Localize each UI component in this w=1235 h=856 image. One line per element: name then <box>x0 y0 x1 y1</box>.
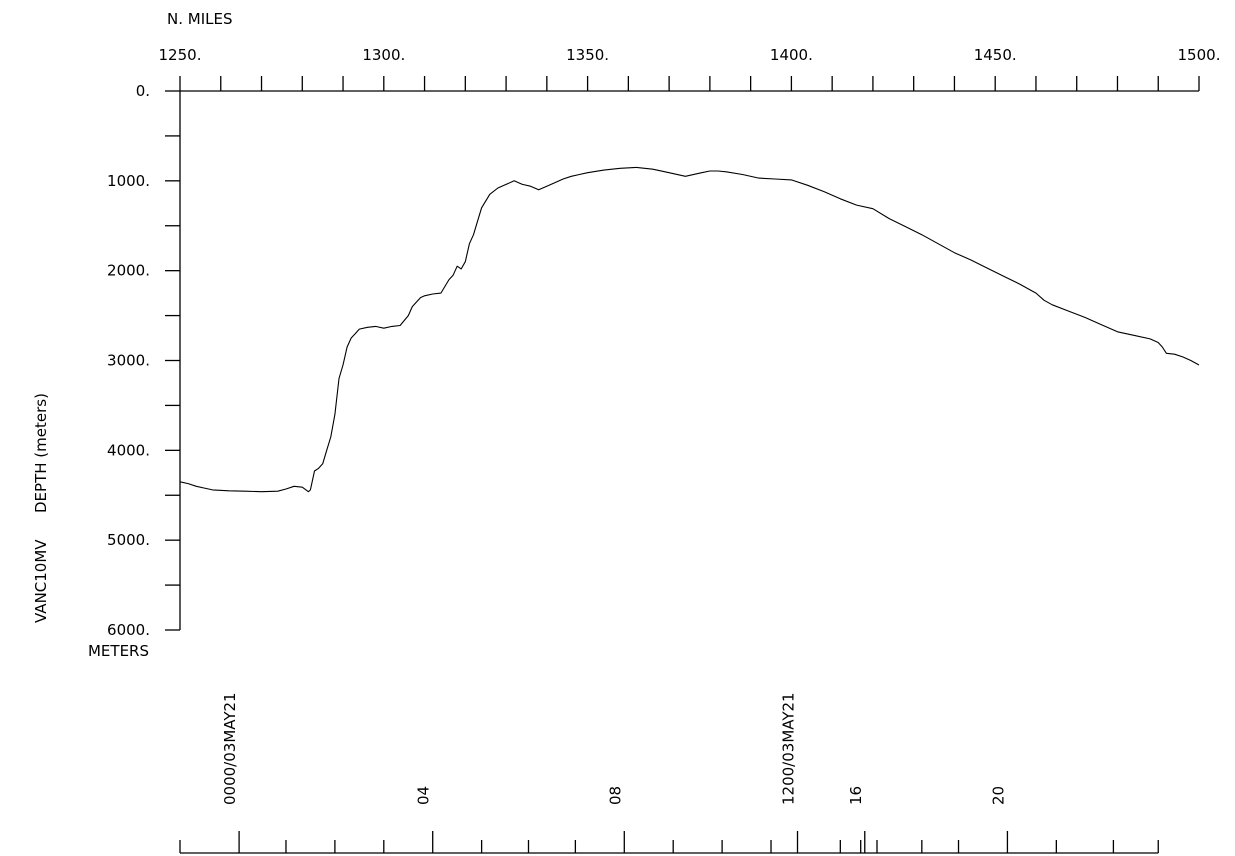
top-axis-tick-label: 1500. <box>1178 46 1221 64</box>
left-axis-tick-label: 0. <box>136 82 150 100</box>
time-axis-label: 20 <box>989 786 1007 805</box>
left-axis-tick-label: 5000. <box>107 531 150 549</box>
top-axis-label: N. MILES <box>167 10 232 28</box>
left-axis-tick-label: 6000. <box>107 621 150 639</box>
top-axis: N. MILES 1250. 1300. 1350. 1400. 1450. 1500. <box>159 10 1221 92</box>
depth-axis-label: DEPTH (meters) <box>32 393 50 513</box>
time-axis: 0000/03MAY21 04 08 1200/03MAY21 16 20 <box>179 692 1159 854</box>
top-axis-tick-label: 1400. <box>770 46 813 64</box>
time-axis-label: 08 <box>606 786 624 805</box>
time-axis-label: 04 <box>415 786 433 805</box>
depth-series-line <box>179 166 1200 493</box>
left-axis-tick-label: 2000. <box>107 262 150 280</box>
top-axis-tick-label: 1250. <box>159 46 202 64</box>
top-axis-tick-label: 1450. <box>974 46 1017 64</box>
left-axis: VANC10MV DEPTH (meters) METERS 0. 1000. 20… <box>32 82 181 660</box>
depth-units-label: METERS <box>88 642 149 660</box>
time-axis-label: 16 <box>847 786 865 805</box>
top-axis-tick-label: 1350. <box>566 46 609 64</box>
ship-id-label: VANC10MV <box>32 539 50 623</box>
time-axis-label: 0000/03MAY21 <box>221 692 239 805</box>
left-axis-tick-label: 4000. <box>107 441 150 459</box>
time-axis-label: 1200/03MAY21 <box>780 692 798 805</box>
left-axis-tick-label: 1000. <box>107 172 150 190</box>
left-axis-tick-label: 3000. <box>107 352 150 370</box>
top-axis-tick-label: 1300. <box>362 46 405 64</box>
